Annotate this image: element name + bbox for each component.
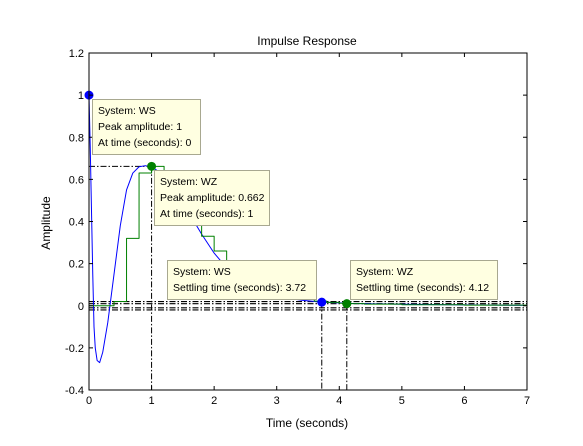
chart-title: Impulse Response: [257, 34, 357, 48]
y-tick-label: 1: [78, 90, 84, 102]
datatip-marker-wz[interactable]: [342, 299, 352, 309]
x-tick-label: 3: [274, 395, 280, 407]
datatip-ws-peak[interactable]: System: WS Peak amplitude: 1 At time (se…: [92, 99, 201, 155]
y-tick-label: 0.4: [69, 217, 84, 229]
datatip-marker-wz[interactable]: [147, 161, 157, 171]
y-tick-label: 0.6: [69, 174, 84, 186]
datatip-line: System: WS: [98, 105, 156, 117]
x-tick-label: 1: [149, 395, 155, 407]
datatip-marker-ws[interactable]: [317, 297, 327, 307]
y-tick-label: 1.2: [69, 48, 84, 60]
datatip-line: System: WZ: [160, 176, 218, 188]
datatip-line: Settling time (seconds): 4.12: [356, 282, 490, 294]
x-tick-label: 2: [211, 395, 217, 407]
datatip-line: Peak amplitude: 1: [98, 121, 183, 133]
y-axis-label: Amplitude: [39, 196, 53, 250]
x-tick-label: 6: [461, 395, 467, 407]
datatip-line: Settling time (seconds): 3.72: [173, 282, 307, 294]
x-tick-label: 0: [86, 395, 92, 407]
datatip-line: At time (seconds): 1: [160, 208, 254, 220]
x-tick-label: 5: [399, 395, 405, 407]
y-tick-label: 0.2: [69, 259, 84, 271]
datatip-line: Peak amplitude: 0.662: [160, 192, 265, 204]
datatip-line: System: WZ: [356, 266, 414, 278]
x-tick-label: 4: [336, 395, 342, 407]
y-tick-label: -0.2: [65, 343, 84, 355]
datatip-line: System: WS: [173, 266, 231, 278]
y-tick-label: 0.8: [69, 132, 84, 144]
datatip-wz-peak[interactable]: System: WZ Peak amplitude: 0.662 At time…: [154, 170, 270, 226]
datatip-line: At time (seconds): 0: [98, 137, 192, 149]
y-tick-label: 0: [78, 301, 84, 313]
datatip-wz-settling[interactable]: System: WZ Settling time (seconds): 4.12: [350, 260, 498, 300]
x-axis-label: Time (seconds): [266, 416, 348, 430]
y-tick-label: -0.4: [65, 385, 84, 397]
datatip-ws-settling[interactable]: System: WS Settling time (seconds): 3.72: [167, 260, 317, 300]
x-tick-label: 7: [524, 395, 530, 407]
